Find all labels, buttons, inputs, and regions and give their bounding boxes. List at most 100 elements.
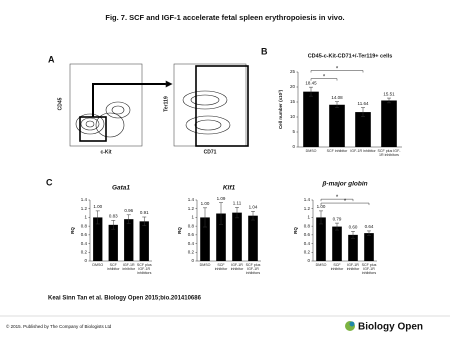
bar	[332, 226, 342, 261]
y-axis-label: RQ	[70, 227, 75, 234]
y-tick-label: 0.4	[188, 241, 195, 246]
axis-label: Ter119	[163, 96, 169, 112]
value-label: 1.00	[201, 201, 210, 206]
y-tick-label: 0	[191, 258, 194, 263]
y-tick-label: 0	[307, 258, 310, 263]
chart-title: CD45-c-Kit-CD71+/-Ter119+ cells	[308, 53, 393, 59]
y-tick-label: 20	[290, 84, 296, 89]
bar	[364, 233, 374, 261]
y-tick-label: 0.4	[304, 241, 311, 246]
significance-label: *	[323, 75, 326, 81]
value-label: 1.11	[233, 201, 242, 206]
x-tick-label: DMSO	[92, 263, 104, 267]
x-tick-label-box: DMSO	[199, 263, 211, 267]
significance-label: *	[344, 199, 347, 205]
value-label: 15.51	[383, 91, 395, 96]
value-label: 0.96	[124, 208, 133, 213]
y-tick-label: 0.2	[81, 249, 88, 254]
y-tick-label: 0.6	[304, 232, 311, 237]
y-tick-label: 25	[290, 69, 296, 74]
error-bar	[309, 86, 313, 97]
value-label: 1.04	[249, 205, 258, 210]
value-label: 18.45	[305, 80, 317, 85]
x-tick-label-box: SCF inhibitor	[330, 263, 344, 271]
x-tick-label-box: SCF plus IGF-1R inhibitors	[245, 263, 261, 275]
bar	[139, 221, 149, 261]
chart-title: Klf1	[223, 185, 236, 192]
value-label: 11.64	[358, 101, 369, 106]
x-tick-label-box: DMSO	[305, 149, 317, 153]
value-label: 0.79	[333, 216, 342, 221]
copyright: © 2015. Published by The Company of Biol…	[6, 323, 112, 329]
x-tick-label: SCF plus IGF-1R inhibitors	[136, 263, 152, 275]
significance-bracket	[310, 78, 338, 81]
x-tick-label: IGF-1R inhibitor	[230, 263, 244, 271]
y-tick-label: 0.6	[188, 232, 195, 237]
value-label: 1.09	[217, 196, 226, 201]
y-tick-label: 1.4	[188, 197, 195, 202]
x-tick-label-box: IGF-1R inhibitor	[122, 263, 135, 271]
y-tick-label: 0	[292, 144, 295, 149]
bar	[124, 219, 134, 261]
value-label: 14.08	[331, 95, 343, 100]
x-tick-label: SCF plus IGF-1R inhibitors	[361, 263, 377, 275]
error-bar	[203, 207, 207, 228]
value-label: 0.83	[109, 214, 118, 219]
x-tick-label: SCF plus IGF-1R inhibitors	[245, 263, 261, 275]
y-tick-label: 1.4	[304, 197, 311, 202]
x-tick-label: DMSO	[199, 263, 211, 267]
error-bar	[387, 97, 391, 104]
value-label: 1.00	[317, 204, 326, 209]
y-tick-label: 15	[290, 99, 296, 104]
y-tick-label: 0.8	[188, 223, 195, 228]
y-tick-label: 1.2	[188, 206, 195, 211]
citation: Keai Sinn Tan et al. Biology Open 2015;b…	[48, 296, 202, 302]
x-tick-label-box: SCF inhibitor	[214, 263, 228, 271]
error-bar	[367, 230, 371, 236]
y-tick-label: 5	[292, 129, 295, 134]
bar	[93, 217, 103, 261]
bar	[316, 217, 326, 261]
y-axis-label: RQ	[177, 227, 182, 234]
y-tick-label: 0.4	[81, 241, 88, 246]
x-tick-label-box: DMSO	[316, 263, 327, 267]
bar	[200, 217, 210, 261]
x-tick-label: SCF inhibitor	[106, 263, 120, 271]
x-tick-label: IGF-1R inhibitor	[350, 149, 376, 153]
significance-bracket	[320, 198, 354, 202]
y-tick-label: 1.2	[81, 206, 88, 211]
y-tick-label: 1	[191, 215, 194, 220]
error-bar	[95, 210, 100, 225]
x-tick-label-box: IGF-1R inhibitor	[350, 149, 376, 153]
y-tick-label: 0.8	[304, 223, 311, 228]
error-bar	[126, 214, 131, 224]
y-tick-label: 0	[84, 258, 87, 263]
bar	[303, 91, 319, 147]
bar	[232, 212, 242, 261]
significance-label: *	[336, 67, 339, 73]
y-tick-label: 0.6	[81, 232, 88, 237]
y-tick-label: 1	[84, 215, 87, 220]
panel-label: C	[46, 177, 53, 187]
x-tick-label: IGF-1R inhibitor	[346, 263, 360, 271]
significance-label: *	[336, 195, 339, 201]
bar	[108, 224, 118, 261]
x-tick-label: SCF inhibitor	[214, 263, 228, 271]
x-tick-label-box: IGF-1R inhibitor	[346, 263, 360, 271]
value-label: 0.60	[349, 225, 358, 230]
axis-label: c-Kit	[100, 149, 111, 155]
x-tick-label-box: SCF inhibitor	[106, 263, 120, 271]
error-bar	[142, 216, 147, 226]
y-axis-label: RQ	[293, 227, 298, 234]
figure-title: Fig. 7. SCF and IGF-1 accelerate fetal s…	[105, 13, 344, 22]
significance-bracket	[310, 70, 364, 73]
axis-label: CD45	[57, 97, 63, 110]
y-tick-label: 1.4	[81, 197, 88, 202]
x-tick-label: DMSO	[305, 149, 317, 153]
y-tick-label: 1	[307, 215, 310, 220]
chart-title: Gata1	[112, 185, 130, 192]
x-tick-label: SCF inhibitor	[330, 263, 344, 271]
flow-plot	[69, 63, 249, 147]
value-label: 0.91	[140, 210, 149, 215]
